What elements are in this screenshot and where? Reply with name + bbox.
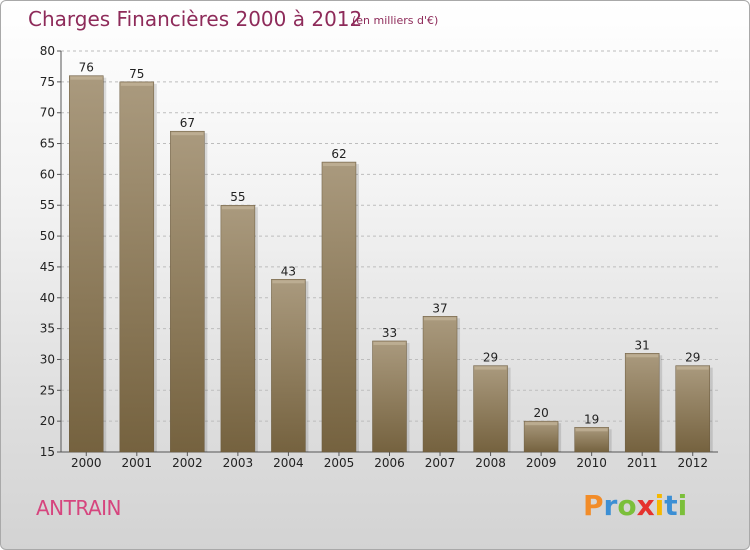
bar-highlight (626, 354, 659, 358)
value-label-2009: 20 (533, 406, 548, 420)
commune-name: ANTRAIN (36, 496, 122, 520)
x-tick-label-2009: 2009 (526, 456, 557, 470)
value-label-2007: 37 (432, 301, 447, 315)
x-tick-label-2012: 2012 (677, 456, 708, 470)
y-tick-label: 70 (40, 106, 55, 120)
y-tick-label: 35 (40, 322, 55, 336)
y-tick-label: 75 (40, 75, 55, 89)
bar-2006[interactable] (372, 340, 407, 453)
bar-2012[interactable] (675, 365, 710, 453)
y-tick-label: 65 (40, 137, 55, 151)
chart-title: Charges Financières 2000 à 2012 (28, 7, 363, 31)
x-tick-label-2002: 2002 (172, 456, 203, 470)
bar-2009[interactable] (523, 420, 559, 453)
value-label-2001: 75 (129, 67, 144, 81)
value-label-2003: 55 (230, 190, 245, 204)
chart-subtitle: (en milliers d'€) (352, 14, 439, 27)
bar-highlight (70, 76, 103, 80)
value-label-2006: 33 (382, 326, 397, 340)
bar-2011[interactable] (624, 353, 660, 453)
y-tick-label: 40 (40, 291, 55, 305)
x-tick-label-2001: 2001 (122, 456, 153, 470)
bar-2002[interactable] (170, 130, 205, 453)
y-tick-label: 45 (40, 260, 55, 274)
x-tick-label-2011: 2011 (627, 456, 658, 470)
axes: 15 20 25 30 35 40 45 50 55 60 65 70 75 80 (40, 44, 718, 459)
bar-2001[interactable] (119, 81, 155, 453)
x-tick-label-2005: 2005 (324, 456, 355, 470)
y-tick-label: 55 (40, 198, 55, 212)
value-labels-group: 76 2000 75 2001 67 2002 55 2003 43 2004 62 2005 33 20… (71, 61, 708, 470)
bar-highlight (525, 422, 558, 426)
bar-2004[interactable] (271, 279, 306, 453)
value-label-2008: 29 (483, 351, 498, 365)
bar-highlight (272, 280, 305, 284)
x-tick-label-2003: 2003 (223, 456, 254, 470)
x-tick-label-2004: 2004 (273, 456, 304, 470)
bar-highlight (171, 132, 204, 136)
value-label-2002: 67 (180, 116, 195, 130)
value-label-2000: 76 (79, 61, 94, 75)
y-tick-label: 80 (40, 44, 55, 58)
bar-2003[interactable] (220, 204, 256, 453)
y-tick-label: 20 (40, 414, 55, 428)
y-tick-label: 30 (40, 352, 55, 366)
proxiti-logo[interactable]: Proxiti (583, 489, 688, 522)
bar-2008[interactable] (473, 365, 508, 453)
bar-highlight (676, 366, 709, 370)
bar-2007[interactable] (422, 316, 458, 453)
bar-highlight (575, 428, 608, 432)
bar-2005[interactable] (321, 161, 357, 453)
x-tick-label-2000: 2000 (71, 456, 102, 470)
bar-highlight (221, 206, 254, 210)
value-label-2004: 43 (281, 264, 296, 278)
bar-2000[interactable] (69, 75, 104, 453)
y-tick-label: 15 (40, 445, 55, 459)
value-label-2011: 31 (635, 338, 650, 352)
bar-highlight (322, 163, 355, 167)
bar-highlight (424, 317, 457, 321)
y-tick-label: 50 (40, 229, 55, 243)
value-label-2005: 62 (331, 147, 346, 161)
bar-highlight (373, 341, 406, 345)
value-label-2010: 19 (584, 412, 599, 426)
x-tick-label-2007: 2007 (425, 456, 456, 470)
bar-2010[interactable] (574, 427, 609, 453)
bar-highlight (474, 366, 507, 370)
x-tick-label-2006: 2006 (374, 456, 405, 470)
value-label-2012: 29 (685, 351, 700, 365)
x-tick-label-2008: 2008 (475, 456, 506, 470)
x-tick-label-2010: 2010 (576, 456, 607, 470)
bar-highlight (120, 82, 153, 86)
bars-group (69, 75, 713, 453)
y-tick-label: 60 (40, 167, 55, 181)
y-tick-label: 25 (40, 383, 55, 397)
